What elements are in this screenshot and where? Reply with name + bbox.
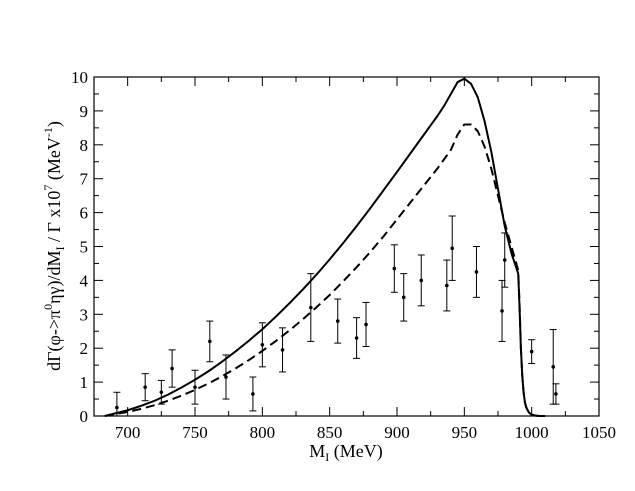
point-marker: [529, 349, 534, 354]
point-marker: [193, 385, 197, 389]
point-marker: [224, 375, 228, 379]
y-axis-title-p2: ηγ)/dM: [44, 251, 65, 304]
point-marker: [392, 266, 397, 271]
data-point: [528, 339, 536, 364]
data-point: [334, 298, 342, 344]
point-marker: [419, 278, 424, 283]
point-marker: [309, 305, 313, 310]
y-tick-label: 9: [80, 102, 89, 121]
data-point: [222, 354, 230, 400]
plot-frame: [93, 76, 600, 417]
data-point: [307, 273, 315, 342]
y-tick-labels: 0 1 2 3 4 5 6 7 8 9 10: [71, 68, 89, 426]
x-axis-title-main: M: [309, 441, 325, 461]
point-marker: [354, 336, 359, 340]
x-tick-labels: 700 750 800 850 900 950 1000 1050: [115, 423, 616, 442]
y-tick-label: 0: [80, 407, 89, 426]
x-tick-label: 950: [452, 423, 478, 442]
solid-curve: [104, 77, 546, 417]
dashed-curve: [104, 123, 546, 417]
data-point: [448, 215, 456, 281]
y-tick-label: 1: [80, 373, 89, 392]
x-tick-label: 700: [115, 423, 141, 442]
point-marker: [143, 385, 147, 389]
x-tick-label: 850: [317, 423, 343, 442]
y-axis-title-sup-minus1: -1: [41, 127, 55, 137]
data-point: [141, 373, 149, 402]
point-marker: [260, 343, 265, 347]
data-point: [362, 301, 370, 348]
data-point: [472, 246, 480, 298]
point-marker: [251, 392, 255, 396]
y-axis-title-sup0: 0: [41, 304, 55, 310]
point-marker: [500, 309, 504, 313]
x-axis-title-units: (MeV): [329, 441, 382, 462]
y-tick-label: 4: [80, 271, 89, 290]
point-marker: [364, 322, 368, 327]
point-marker: [280, 348, 285, 352]
y-tick-label: 8: [80, 136, 89, 155]
plot-area: [93, 76, 600, 417]
point-marker: [335, 319, 340, 323]
data-points: [113, 215, 560, 417]
y-tick-label: 7: [80, 170, 89, 189]
point-marker: [502, 258, 507, 262]
x-tick-label: 800: [250, 423, 276, 442]
data-point: [157, 379, 165, 405]
data-point: [552, 383, 560, 405]
data-point: [191, 369, 199, 405]
point-marker: [554, 392, 558, 396]
data-point: [258, 322, 266, 368]
y-tick-label: 6: [80, 204, 89, 223]
point-marker: [401, 295, 406, 300]
point-marker: [208, 339, 212, 344]
data-point: [279, 327, 287, 373]
y-tick-label: 2: [80, 339, 89, 358]
x-axis-title-sub: I: [325, 450, 329, 464]
data-point: [390, 244, 398, 293]
data-point: [168, 349, 176, 388]
x-tick-label: 900: [384, 423, 410, 442]
data-point: [113, 391, 121, 417]
x-tick-label: 1050: [582, 423, 616, 442]
point-marker: [170, 366, 174, 371]
data-point: [249, 376, 257, 412]
point-marker: [551, 365, 556, 369]
data-point: [443, 259, 451, 312]
x-axis-title: MI (MeV): [309, 441, 383, 464]
data-point: [498, 279, 506, 342]
curves: [104, 77, 546, 417]
y-axis-title-sup7: 7: [41, 185, 55, 191]
y-tick-label: 10: [71, 68, 88, 87]
data-point: [417, 254, 425, 307]
x-tick-label: 750: [182, 423, 208, 442]
y-axis-title-p5: ): [44, 121, 65, 127]
y-axis-title-sub-i: I: [53, 247, 67, 251]
point-marker: [115, 405, 119, 410]
data-point: [400, 273, 408, 322]
point-marker: [159, 390, 164, 395]
axis-ticks: [93, 76, 600, 417]
y-axis-title-p4: (MeV: [44, 137, 65, 185]
y-axis-title-p1: dΓ(φ->π: [44, 310, 65, 371]
data-point: [353, 317, 361, 359]
y-axis-title: dΓ(φ->π0ηγ)/dMI / Γ x107 (MeV-1): [41, 121, 67, 371]
y-tick-label: 5: [80, 238, 89, 257]
data-point: [206, 320, 214, 363]
point-marker: [450, 246, 455, 250]
point-marker: [474, 270, 479, 274]
x-tick-label: 1000: [515, 423, 549, 442]
y-tick-label: 3: [80, 305, 89, 324]
data-point: [501, 232, 509, 288]
y-axis-title-p3: / Γ x10: [44, 191, 64, 247]
point-marker: [445, 283, 449, 288]
